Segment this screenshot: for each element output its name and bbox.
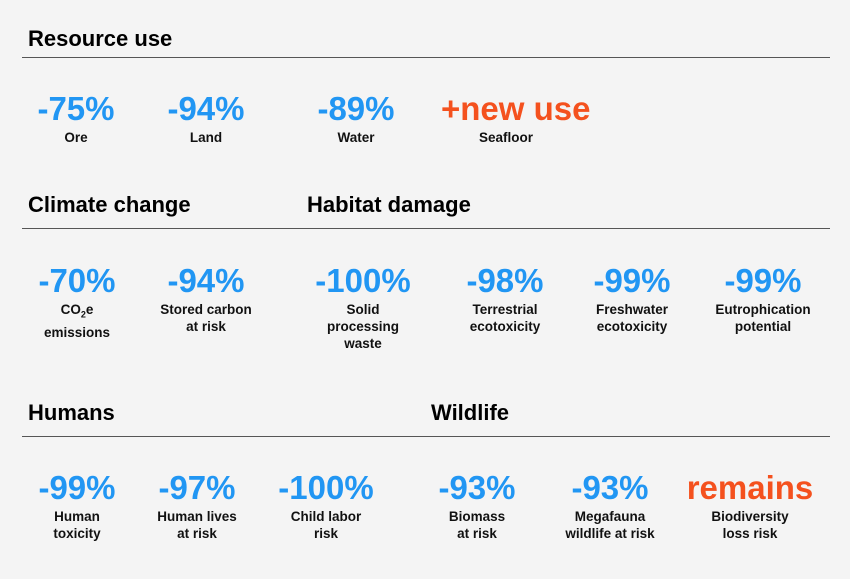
- stat-label: Stored carbon: [160, 302, 252, 317]
- stat-value: -99%: [724, 262, 802, 299]
- divider-resource-use: [22, 57, 830, 58]
- stat-label: Human: [54, 509, 100, 524]
- stat-label-line2: ecotoxicity: [469, 319, 541, 334]
- stat-label: Eutrophication: [715, 302, 811, 317]
- stat-label-line2: toxicity: [53, 526, 101, 541]
- stat-label-line2: at risk: [186, 319, 226, 334]
- stat-label: Child labor: [290, 509, 362, 524]
- stat-label: Ore: [64, 130, 88, 145]
- stat-label: Megafauna: [574, 509, 646, 524]
- stat-label-line2: at risk: [177, 526, 217, 541]
- co2-label-prefix: CO: [60, 302, 81, 317]
- stat-value: -89%: [317, 90, 395, 127]
- stat-freshwater-ecotoxicity: -99% Freshwater ecotoxicity: [567, 263, 697, 335]
- stat-land: -94% Land: [141, 91, 271, 146]
- stat-stored-carbon: -94% Stored carbon at risk: [141, 263, 271, 335]
- divider-climate-habitat: [22, 228, 830, 229]
- stat-label: CO2e: [12, 301, 142, 324]
- stat-value: -98%: [466, 262, 544, 299]
- stat-label-line3: waste: [344, 336, 382, 351]
- heading-climate-change: Climate change: [28, 192, 191, 217]
- stat-label-line2: emissions: [43, 324, 111, 340]
- stat-label-line2: wildlife at risk: [565, 526, 655, 541]
- co2-label-suffix: e: [85, 302, 94, 317]
- stat-human-lives: -97% Human lives at risk: [132, 470, 262, 542]
- stat-label-line2: at risk: [457, 526, 497, 541]
- stat-child-labor: -100% Child labor risk: [261, 470, 391, 542]
- stat-value: -99%: [593, 262, 671, 299]
- stat-solid-processing-waste: -100% Solid processing waste: [298, 263, 428, 352]
- stat-human-toxicity: -99% Human toxicity: [12, 470, 142, 542]
- stat-value: -100%: [278, 469, 374, 506]
- stat-value: -93%: [571, 469, 649, 506]
- stat-biodiversity: remains Biodiversity loss risk: [685, 470, 815, 542]
- stat-label: Water: [337, 130, 375, 145]
- heading-humans: Humans: [28, 400, 115, 425]
- stat-ore: -75% Ore: [11, 91, 141, 146]
- stat-value: -100%: [315, 262, 411, 299]
- stat-value: remains: [686, 469, 814, 506]
- stat-label: Land: [189, 130, 223, 145]
- stat-label-line2: ecotoxicity: [596, 319, 668, 334]
- stat-label: Solid: [346, 302, 380, 317]
- stat-label-line2: loss risk: [722, 526, 778, 541]
- stat-label: Freshwater: [595, 302, 669, 317]
- stat-label: Terrestrial: [472, 302, 538, 317]
- divider-humans-wildlife: [22, 436, 830, 437]
- stat-label: Biodiversity: [711, 509, 789, 524]
- stat-eutrophication-potential: -99% Eutrophication potential: [698, 263, 828, 335]
- stat-value: -94%: [167, 262, 245, 299]
- stat-terrestrial-ecotoxicity: -98% Terrestrial ecotoxicity: [440, 263, 570, 335]
- stat-seafloor: +new use Seafloor: [441, 90, 591, 146]
- stat-water: -89% Water: [291, 91, 421, 146]
- heading-resource-use: Resource use: [28, 26, 173, 51]
- stat-label: Seafloor: [478, 130, 533, 145]
- stat-co2e-emissions: -70% CO2e emissions: [12, 263, 142, 341]
- stat-value: -99%: [38, 469, 116, 506]
- co2-label-subscript: 2: [80, 309, 86, 320]
- stat-label-line2: potential: [734, 319, 792, 334]
- stat-biomass: -93% Biomass at risk: [412, 470, 542, 542]
- stat-megafauna: -93% Megafauna wildlife at risk: [545, 470, 675, 542]
- stat-label: Biomass: [448, 509, 506, 524]
- stat-value: -70%: [38, 262, 116, 299]
- stat-value: -93%: [438, 469, 516, 506]
- heading-habitat-damage: Habitat damage: [307, 192, 471, 217]
- stat-label-line2: processing: [326, 319, 400, 334]
- stat-label-line2: risk: [313, 526, 339, 541]
- stat-value: -94%: [167, 90, 245, 127]
- stat-value: +new use: [441, 90, 591, 127]
- stat-value: -97%: [158, 469, 236, 506]
- stat-value: -75%: [37, 90, 115, 127]
- heading-wildlife: Wildlife: [431, 400, 510, 425]
- stat-label: Human lives: [157, 509, 237, 524]
